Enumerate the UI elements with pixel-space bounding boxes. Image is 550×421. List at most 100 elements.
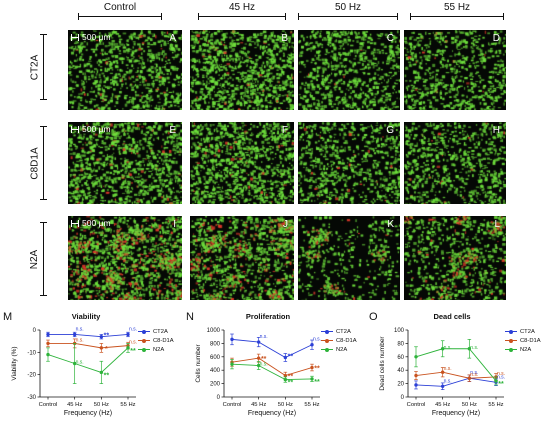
micrograph-tile: J	[190, 216, 294, 300]
col-header-label: Control	[103, 2, 137, 13]
col-header-bracket	[410, 12, 504, 22]
scale-bar-label: 500 μm	[82, 124, 111, 134]
micrograph-image	[190, 216, 294, 300]
data-point	[440, 384, 445, 388]
data-point	[467, 347, 472, 351]
significance-label: n.s.	[129, 326, 137, 332]
col-header-control: Control	[78, 2, 162, 22]
micrograph-tile: G	[298, 122, 400, 204]
significance-label: n.s.	[260, 362, 268, 368]
legend-label: C8-D1A	[520, 337, 541, 344]
panel-letter: C	[386, 33, 394, 44]
micrograph-image	[190, 30, 294, 110]
data-point	[256, 340, 261, 344]
x-tick-label: 45 Hz	[67, 402, 82, 408]
data-point	[414, 383, 418, 387]
legend-label: N2A	[336, 346, 348, 353]
micrograph-image	[404, 122, 506, 204]
significance-label: **	[314, 366, 320, 373]
series-line	[48, 334, 129, 338]
legend-swatch	[138, 347, 150, 353]
panel-letter: B	[281, 33, 288, 44]
legend-label: CT2A	[336, 328, 351, 335]
panel-letter-o: O	[369, 311, 378, 323]
data-point	[440, 347, 445, 351]
micrograph-tile: D	[404, 30, 506, 110]
data-point	[310, 343, 314, 347]
micrograph-tile: B	[190, 30, 294, 110]
scale-bar-icon	[71, 33, 79, 41]
significance-label: n.s.	[444, 378, 452, 384]
row-header-label: N2A	[29, 249, 41, 269]
series-line	[231, 363, 313, 381]
data-point	[310, 377, 314, 381]
significance-label: **	[288, 380, 294, 387]
y-tick-label: 200	[210, 382, 221, 388]
micrograph-image	[404, 30, 506, 110]
legend-item: C8-D1A	[138, 336, 174, 345]
panel-letter-n: N	[186, 311, 194, 323]
y-tick-label: 1000	[207, 328, 221, 334]
x-axis-label: Frequency (Hz)	[248, 410, 296, 417]
micrograph-tile: H	[404, 122, 506, 204]
row-header-ct2a: CT2A	[26, 34, 48, 100]
x-axis-label: Frequency (Hz)	[64, 410, 112, 417]
legend-label: C8-D1A	[153, 337, 174, 344]
y-axis-label: Dead cells number	[379, 336, 386, 391]
data-point	[283, 377, 288, 382]
chart-title-proliferation: Proliferation	[245, 312, 291, 321]
scale-bar: 500 μm	[71, 218, 111, 228]
scale-bar: 500 μm	[71, 32, 111, 42]
significance-label: n.s.	[497, 371, 505, 377]
data-point	[46, 352, 50, 357]
significance-label: n.s.	[129, 340, 137, 346]
data-point	[99, 335, 104, 339]
x-tick-label: Control	[39, 402, 58, 408]
significance-label: **	[498, 381, 504, 388]
micrograph-image	[68, 30, 182, 110]
y-tick-label: 100	[394, 328, 405, 334]
legend-item: C8-D1A	[321, 336, 357, 345]
micrograph-image	[190, 122, 294, 204]
significance-label: n.s.	[76, 326, 84, 332]
panel-letter: J	[283, 219, 288, 230]
y-tick-label: 400	[210, 368, 221, 374]
col-header-bracket	[198, 12, 286, 22]
data-point	[72, 361, 77, 366]
legend-item: CT2A	[505, 327, 541, 336]
significance-label: n.s.	[444, 366, 452, 372]
micrograph-tile: L	[404, 216, 506, 300]
series-line	[47, 347, 129, 373]
panel-letter: K	[387, 219, 394, 230]
scale-bar-label: 500 μm	[82, 218, 111, 228]
legend-item: C8-D1A	[505, 336, 541, 345]
legend-label: N2A	[153, 346, 165, 353]
significance-label: **	[314, 379, 320, 386]
x-tick-label: 45 Hz	[251, 402, 266, 408]
legend-item: N2A	[505, 345, 541, 354]
data-point	[494, 379, 498, 383]
y-axis-label: Viability (%)	[11, 346, 18, 380]
row-header-label: C8D1A	[29, 146, 41, 180]
significance-label: **	[104, 333, 110, 340]
legend-swatch	[505, 329, 517, 335]
significance-label: n.s.	[470, 372, 478, 378]
y-tick-label: 0	[33, 328, 37, 334]
series-line	[48, 342, 129, 349]
micrograph-tile: A 500 μm	[68, 30, 182, 110]
micrograph-tile: F	[190, 122, 294, 204]
chart-dead-cells: 0 20 40 60 80 100 Control 45 Hz 50 Hz 55 Hz Freque…	[379, 328, 505, 417]
micrograph-tile: K	[298, 216, 400, 300]
significance-label: n.s.	[497, 374, 505, 380]
legend-swatch	[505, 338, 517, 344]
x-tick-label: Control	[223, 402, 242, 408]
legend-item: CT2A	[138, 327, 174, 336]
x-tick-label: 45 Hz	[435, 402, 450, 408]
legend-swatch	[505, 347, 517, 353]
legend-item: N2A	[321, 345, 357, 354]
significance-label: n.s.	[444, 345, 452, 351]
series-line	[415, 371, 497, 379]
legend-swatch	[138, 329, 150, 335]
panel-letter: H	[492, 125, 500, 136]
